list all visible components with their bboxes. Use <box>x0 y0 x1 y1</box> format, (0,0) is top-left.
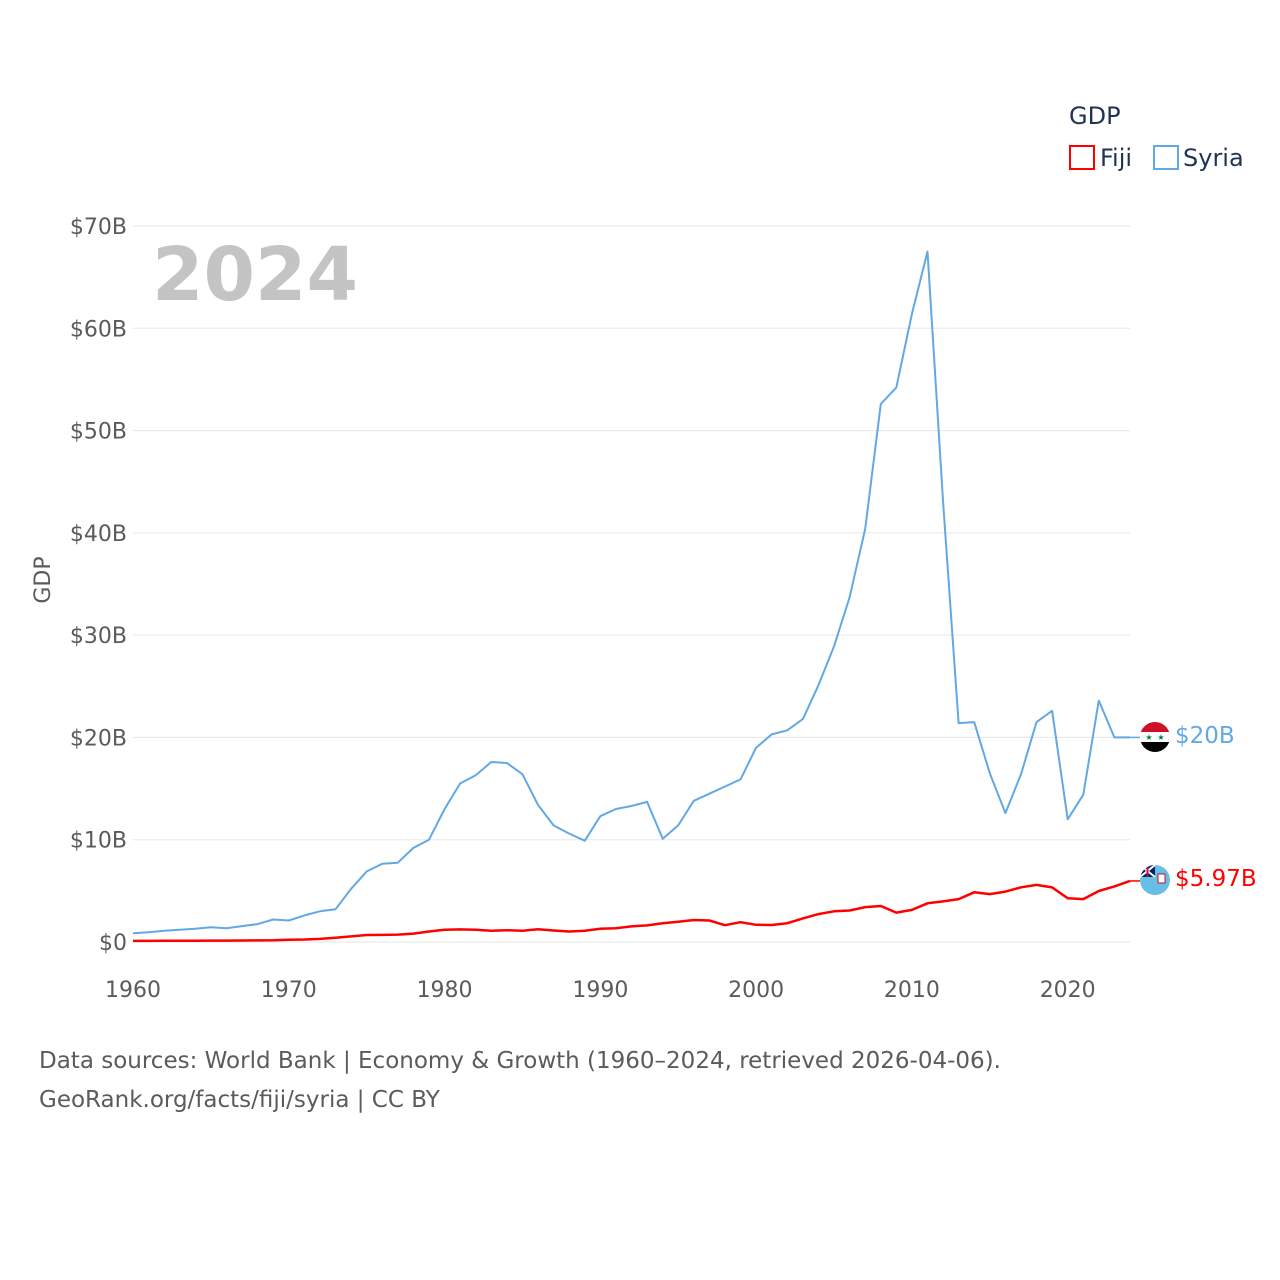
syria-end-marker: ★ ★ $20B <box>1140 722 1235 752</box>
y-tick-label: $20B <box>70 726 127 751</box>
x-tick-label: 2020 <box>1040 978 1096 1003</box>
fiji-end-marker: $5.97B <box>1140 865 1257 895</box>
syria-flag-icon: ★ ★ <box>1140 722 1170 752</box>
syria-end-label: $20B <box>1175 723 1235 749</box>
svg-text:★: ★ <box>1157 733 1164 742</box>
x-tick-label: 1960 <box>105 978 161 1003</box>
fiji-flag-icon <box>1140 865 1170 895</box>
legend-swatch-fiji[interactable] <box>1069 145 1095 170</box>
y-axis-label: GDP <box>31 556 56 603</box>
y-tick-label: $60B <box>70 317 127 342</box>
source-line-1: Data sources: World Bank | Economy & Gro… <box>39 1048 1001 1074</box>
y-tick-label: $50B <box>70 420 127 445</box>
y-tick-label: $40B <box>70 522 127 547</box>
x-tick-label: 1990 <box>572 978 628 1003</box>
x-tick-label: 1970 <box>261 978 317 1003</box>
legend-label-fiji[interactable]: Fiji <box>1100 144 1132 172</box>
series-layer <box>132 250 1140 943</box>
y-tick-labels: $0 $10B $20B $30B $40B $50B $60B $70B <box>70 215 127 956</box>
x-tick-label: 1980 <box>417 978 473 1003</box>
source-line-2: GeoRank.org/facts/fiji/syria | CC BY <box>39 1087 440 1113</box>
y-tick-label: $0 <box>99 931 127 956</box>
year-stamp: 2024 <box>152 232 358 318</box>
series-line-fiji[interactable] <box>133 879 1131 943</box>
y-tick-label: $70B <box>70 215 127 240</box>
legend-title: GDP <box>1069 102 1121 130</box>
y-tick-label: $10B <box>70 829 127 854</box>
legend: GDP Fiji Syria <box>1069 102 1244 172</box>
legend-swatch-syria[interactable] <box>1153 145 1179 170</box>
y-gridlines <box>133 225 1130 943</box>
fiji-end-label: $5.97B <box>1175 866 1257 892</box>
x-tick-label: 2000 <box>728 978 784 1003</box>
svg-text:★: ★ <box>1145 733 1152 742</box>
source-footer: Data sources: World Bank | Economy & Gro… <box>39 1042 1001 1120</box>
x-tick-labels: 1960 1970 1980 1990 2000 2010 2020 <box>105 978 1096 1003</box>
legend-label-syria[interactable]: Syria <box>1183 144 1244 172</box>
y-tick-label: $30B <box>70 624 127 649</box>
series-line-syria[interactable] <box>132 250 1130 935</box>
x-tick-label: 2010 <box>884 978 940 1003</box>
